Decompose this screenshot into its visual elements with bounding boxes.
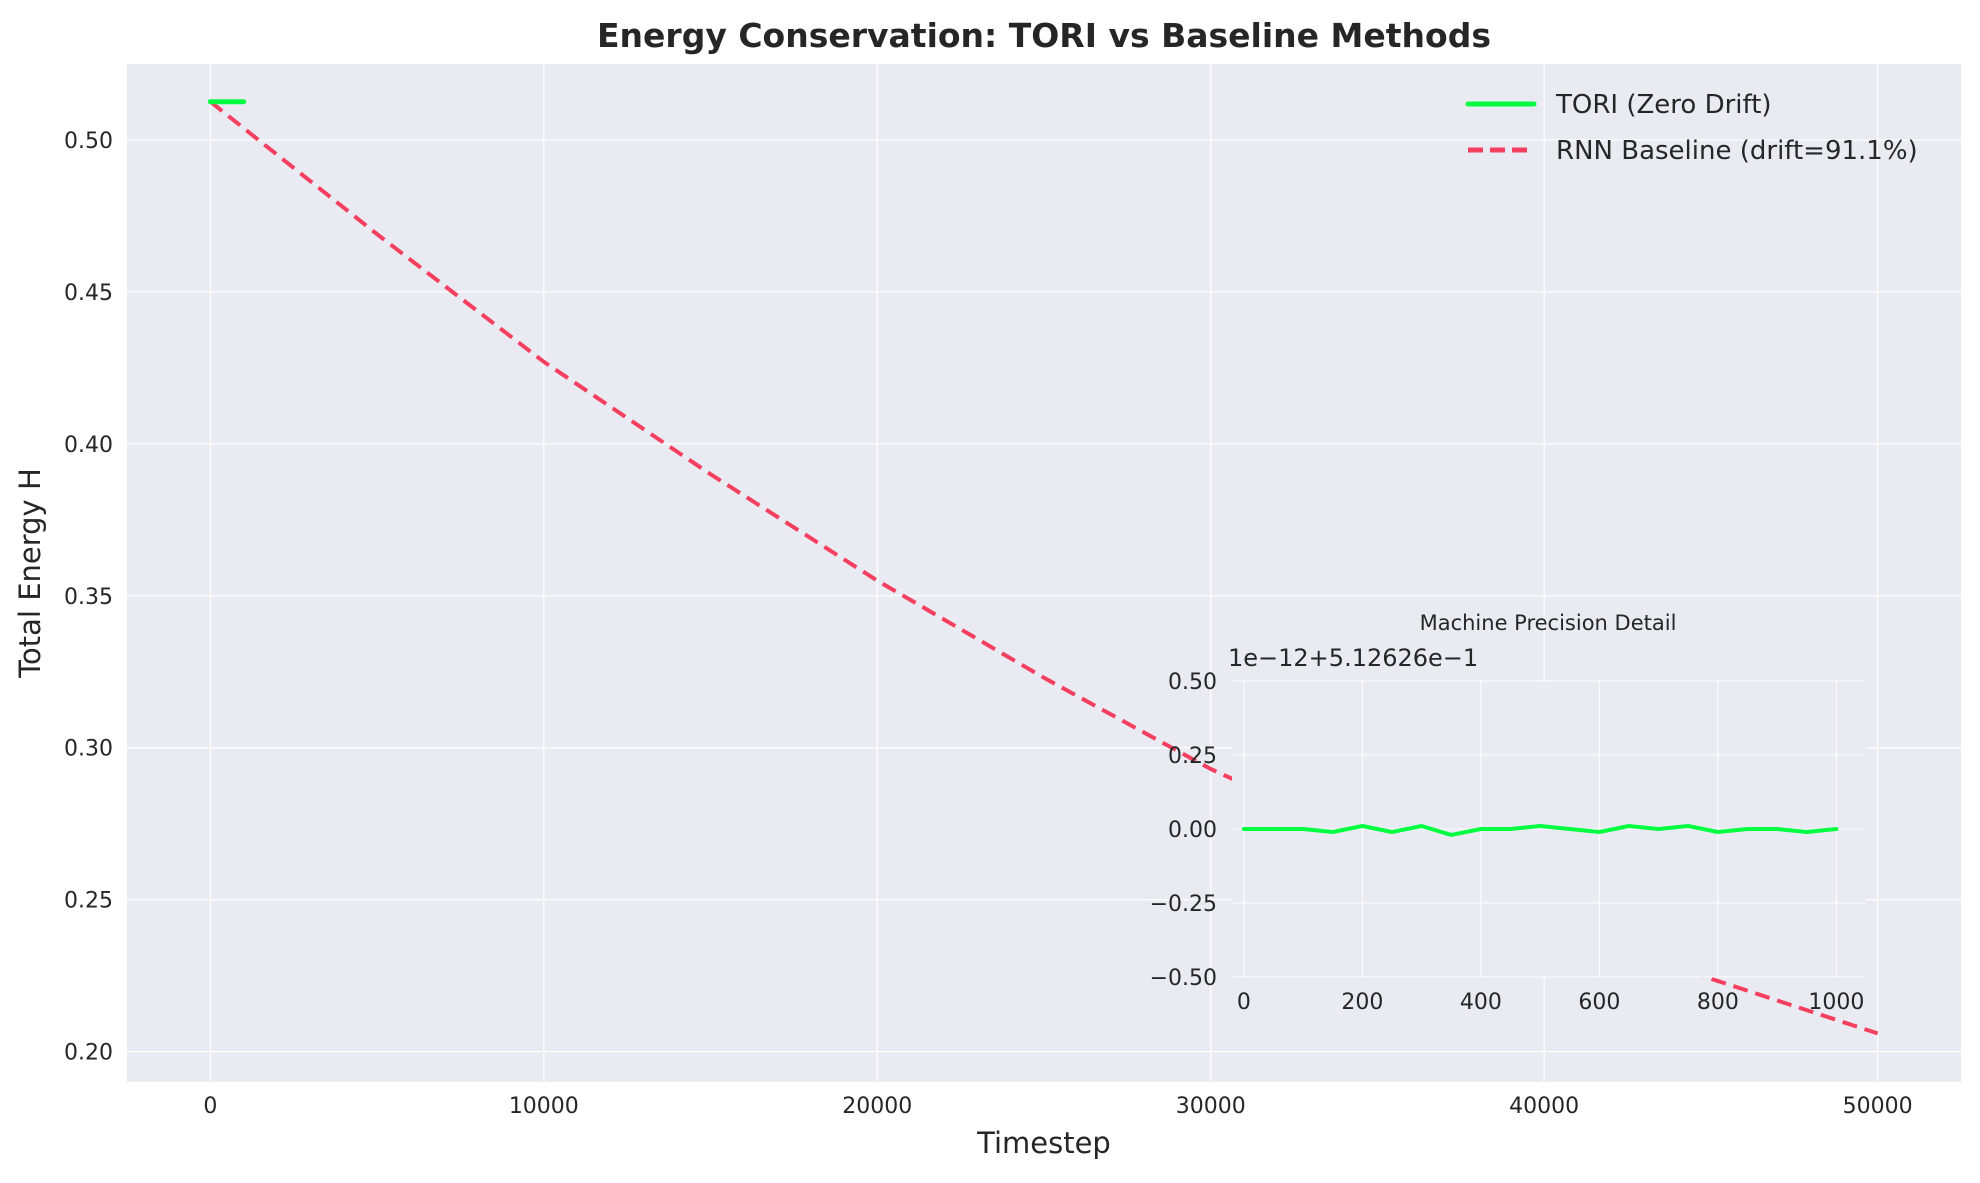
- inset-y-tick-label: 0.25: [1168, 744, 1217, 769]
- inset-series-line-tori: [1241, 824, 1839, 837]
- legend: TORI (Zero Drift) RNN Baseline (drift=91…: [1465, 90, 1918, 166]
- series-line-rnn-baseline: [209, 100, 1879, 1036]
- main-series: [207, 99, 1879, 1036]
- inset-x-tick-label: 400: [1460, 990, 1502, 1015]
- inset-x-tick-label: 200: [1341, 990, 1383, 1015]
- y-axis-label: Total Energy H: [13, 468, 47, 679]
- x-tick-label: 30000: [1176, 1094, 1246, 1119]
- y-tick-label: 0.45: [64, 281, 113, 306]
- main-y-ticks: 0.20 0.25 0.30 0.35 0.40 0.45 0.50: [64, 129, 113, 1066]
- inset-y-tick-label: −0.25: [1150, 892, 1217, 917]
- inset-x-tick-label: 0: [1237, 990, 1251, 1015]
- inset-x-ticks: 0 200 400 600 800 1000: [1237, 990, 1865, 1015]
- inset-chart: 0 200 400 600 800 1000 0.50 0.25 0.00 −0.25 −0.50…: [1150, 611, 1866, 1015]
- y-tick-label: 0.25: [64, 889, 113, 914]
- legend-label-tori: TORI (Zero Drift): [1555, 90, 1772, 120]
- inset-series: [1241, 824, 1839, 837]
- x-tick-label: 50000: [1843, 1094, 1913, 1119]
- y-tick-label: 0.35: [64, 585, 113, 610]
- inset-x-tick-label: 1000: [1808, 990, 1864, 1015]
- inset-offset-label: 1e−12+5.12626e−1: [1228, 644, 1478, 672]
- inset-x-tick-label: 600: [1578, 990, 1620, 1015]
- x-tick-label: 0: [203, 1094, 217, 1119]
- x-tick-label: 20000: [842, 1094, 912, 1119]
- inset-title: Machine Precision Detail: [1420, 611, 1677, 635]
- y-tick-label: 0.40: [64, 433, 113, 458]
- chart-title: Energy Conservation: TORI vs Baseline Me…: [597, 16, 1491, 55]
- legend-label-rnn: RNN Baseline (drift=91.1%): [1556, 136, 1918, 166]
- inset-y-tick-label: 0.50: [1168, 670, 1217, 695]
- y-tick-label: 0.30: [64, 737, 113, 762]
- main-x-ticks: 0 10000 20000 30000 40000 50000: [203, 1094, 1912, 1119]
- y-tick-label: 0.50: [64, 129, 113, 154]
- inset-y-tick-label: −0.50: [1150, 966, 1217, 991]
- inset-x-tick-label: 800: [1697, 990, 1739, 1015]
- x-axis-label: Timestep: [976, 1126, 1111, 1160]
- inset-y-ticks: 0.50 0.25 0.00 −0.25 −0.50: [1150, 670, 1217, 991]
- y-tick-label: 0.20: [64, 1041, 113, 1066]
- x-tick-label: 10000: [509, 1094, 579, 1119]
- inset-y-tick-label: 0.00: [1168, 818, 1217, 843]
- x-tick-label: 40000: [1509, 1094, 1579, 1119]
